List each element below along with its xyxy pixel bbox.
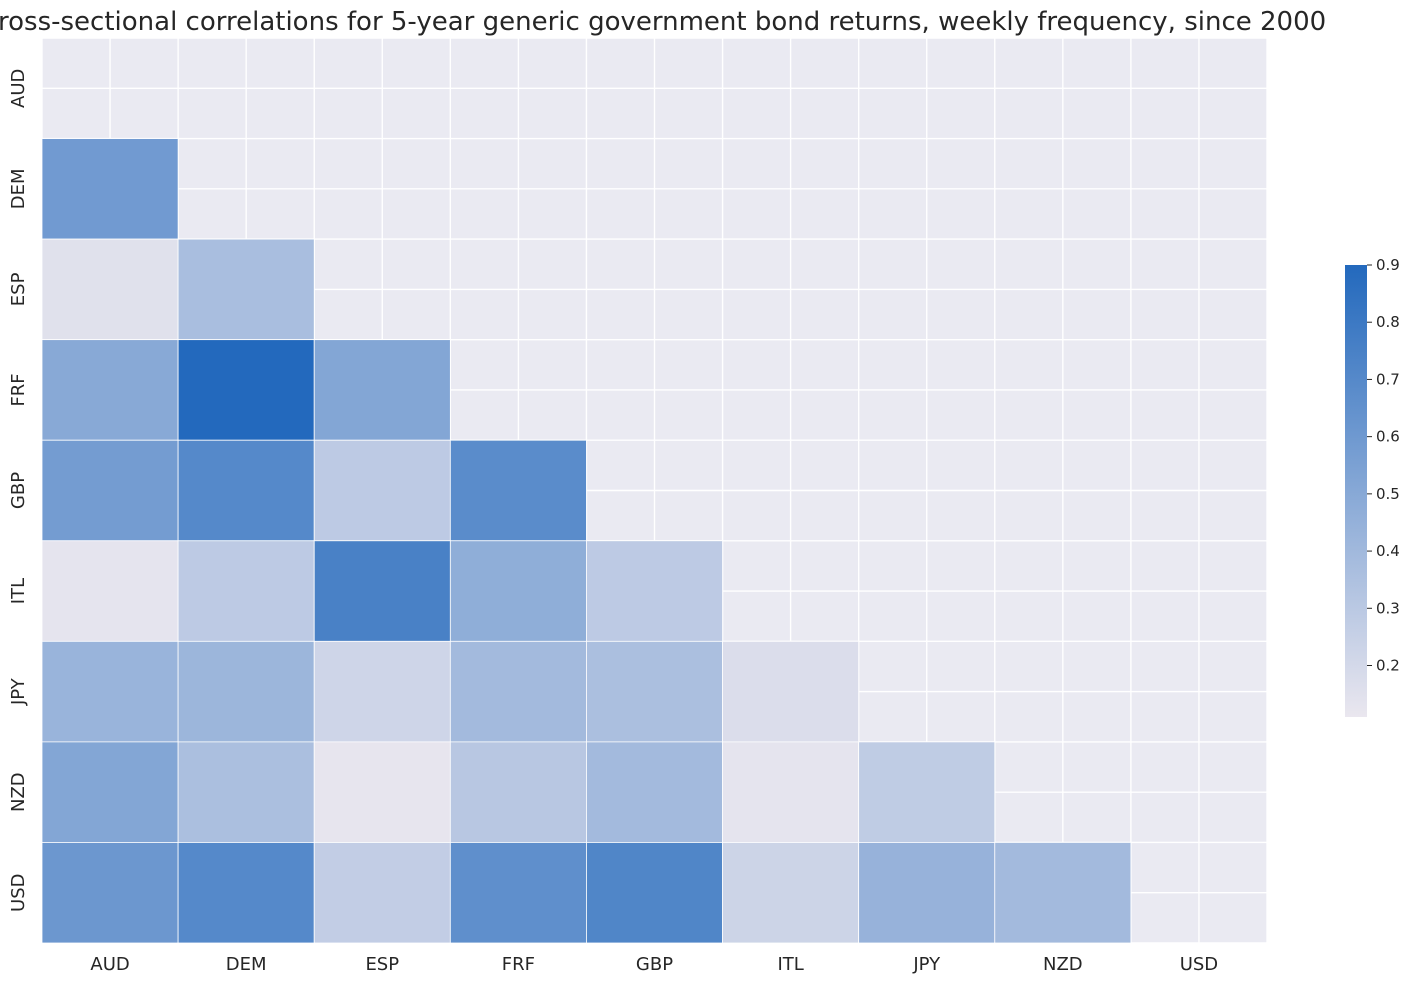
heatmap-cell-jpy-aud	[41, 640, 179, 743]
heatmap-cell-usd-itl	[722, 842, 860, 944]
x-tick-label-dem: DEM	[226, 954, 267, 975]
colorbar-tick-label: 0.6	[1376, 428, 1400, 446]
heatmap-cell-frf-esp	[313, 339, 451, 441]
heatmap-cell-usd-nzd	[994, 842, 1132, 944]
x-tick-label-jpy: JPY	[912, 954, 941, 975]
heatmap-cell-usd-gbp	[586, 842, 723, 944]
y-tick-label-frf: FRF	[8, 373, 29, 406]
heatmap-cells	[41, 138, 1132, 944]
heatmap-cell-nzd-aud	[41, 741, 179, 843]
heatmap-cell-esp-aud	[41, 238, 179, 341]
x-tick-label-aud: AUD	[90, 954, 129, 975]
colorbar-tick-label: 0.4	[1376, 542, 1400, 560]
heatmap-cell-nzd-jpy	[858, 741, 996, 843]
x-tick-label-esp: ESP	[365, 954, 399, 975]
colorbar-gradient	[1345, 265, 1367, 717]
x-tick-label-nzd: NZD	[1043, 954, 1083, 975]
x-tick-label-itl: ITL	[777, 954, 803, 975]
y-tick-label-aud: AUD	[8, 69, 29, 108]
colorbar-tick-label: 0.5	[1376, 485, 1400, 503]
y-tick-label-itl: ITL	[8, 578, 29, 604]
heatmap-cell-gbp-aud	[41, 439, 179, 542]
heatmap-cell-gbp-esp	[313, 439, 451, 542]
heatmap-cell-nzd-itl	[722, 741, 860, 843]
heatmap-cell-itl-dem	[177, 540, 315, 642]
colorbar-tick-label: 0.7	[1376, 370, 1400, 388]
y-tick-label-dem: DEM	[8, 168, 29, 209]
heatmap-cell-frf-dem	[177, 339, 315, 441]
y-tick-label-usd: USD	[8, 873, 29, 911]
heatmap-cell-esp-dem	[177, 238, 315, 341]
heatmap-cell-nzd-frf	[449, 741, 587, 843]
y-tick-labels: AUD DEM ESP FRF GBP ITL JPY NZD USD	[8, 69, 29, 912]
y-tick-label-gbp: GBP	[8, 472, 29, 509]
heatmap-cell-nzd-dem	[177, 741, 315, 843]
heatmap-cell-jpy-frf	[449, 640, 587, 743]
heatmap-cell-frf-aud	[41, 339, 179, 441]
heatmap-cell-jpy-dem	[177, 640, 315, 743]
colorbar-tick-label: 0.3	[1376, 599, 1400, 617]
heatmap-cell-itl-aud	[41, 540, 179, 642]
x-tick-labels: AUD DEM ESP FRF GBP ITL JPY NZD USD	[90, 954, 1218, 975]
y-tick-label-esp: ESP	[8, 272, 29, 306]
heatmap-cell-itl-esp	[313, 540, 451, 642]
heatmap-cell-dem-aud	[41, 138, 179, 240]
colorbar-tick-label: 0.9	[1376, 256, 1400, 274]
colorbar-tick-label: 0.2	[1376, 657, 1400, 675]
y-tick-label-jpy: JPY	[8, 677, 29, 706]
chart-title: Cross-sectional correlations for 5-year …	[0, 7, 1326, 37]
colorbar: 0.2 0.3 0.4 0.5 0.6 0.7 0.8 0.9	[1345, 256, 1400, 717]
x-tick-label-frf: FRF	[502, 954, 535, 975]
heatmap-cell-usd-jpy	[858, 842, 996, 944]
heatmap-cell-jpy-itl	[722, 640, 860, 743]
heatmap-cell-itl-gbp	[586, 540, 723, 642]
heatmap-cell-usd-aud	[41, 842, 179, 944]
heatmap-cell-usd-frf	[449, 842, 587, 944]
heatmap-cell-usd-esp	[313, 842, 451, 944]
heatmap-cell-usd-dem	[177, 842, 315, 944]
colorbar-tick-label: 0.8	[1376, 313, 1400, 331]
x-tick-label-usd: USD	[1180, 954, 1218, 975]
heatmap-cell-nzd-esp	[313, 741, 451, 843]
heatmap-cell-nzd-gbp	[586, 741, 723, 843]
heatmap-cell-itl-frf	[449, 540, 587, 642]
heatmap-cell-jpy-gbp	[586, 640, 723, 743]
heatmap-cell-gbp-frf	[449, 439, 587, 542]
y-tick-label-nzd: NZD	[8, 772, 29, 812]
x-tick-label-gbp: GBP	[636, 954, 673, 975]
heatmap-cell-gbp-dem	[177, 439, 315, 542]
heatmap-cell-jpy-esp	[313, 640, 451, 743]
